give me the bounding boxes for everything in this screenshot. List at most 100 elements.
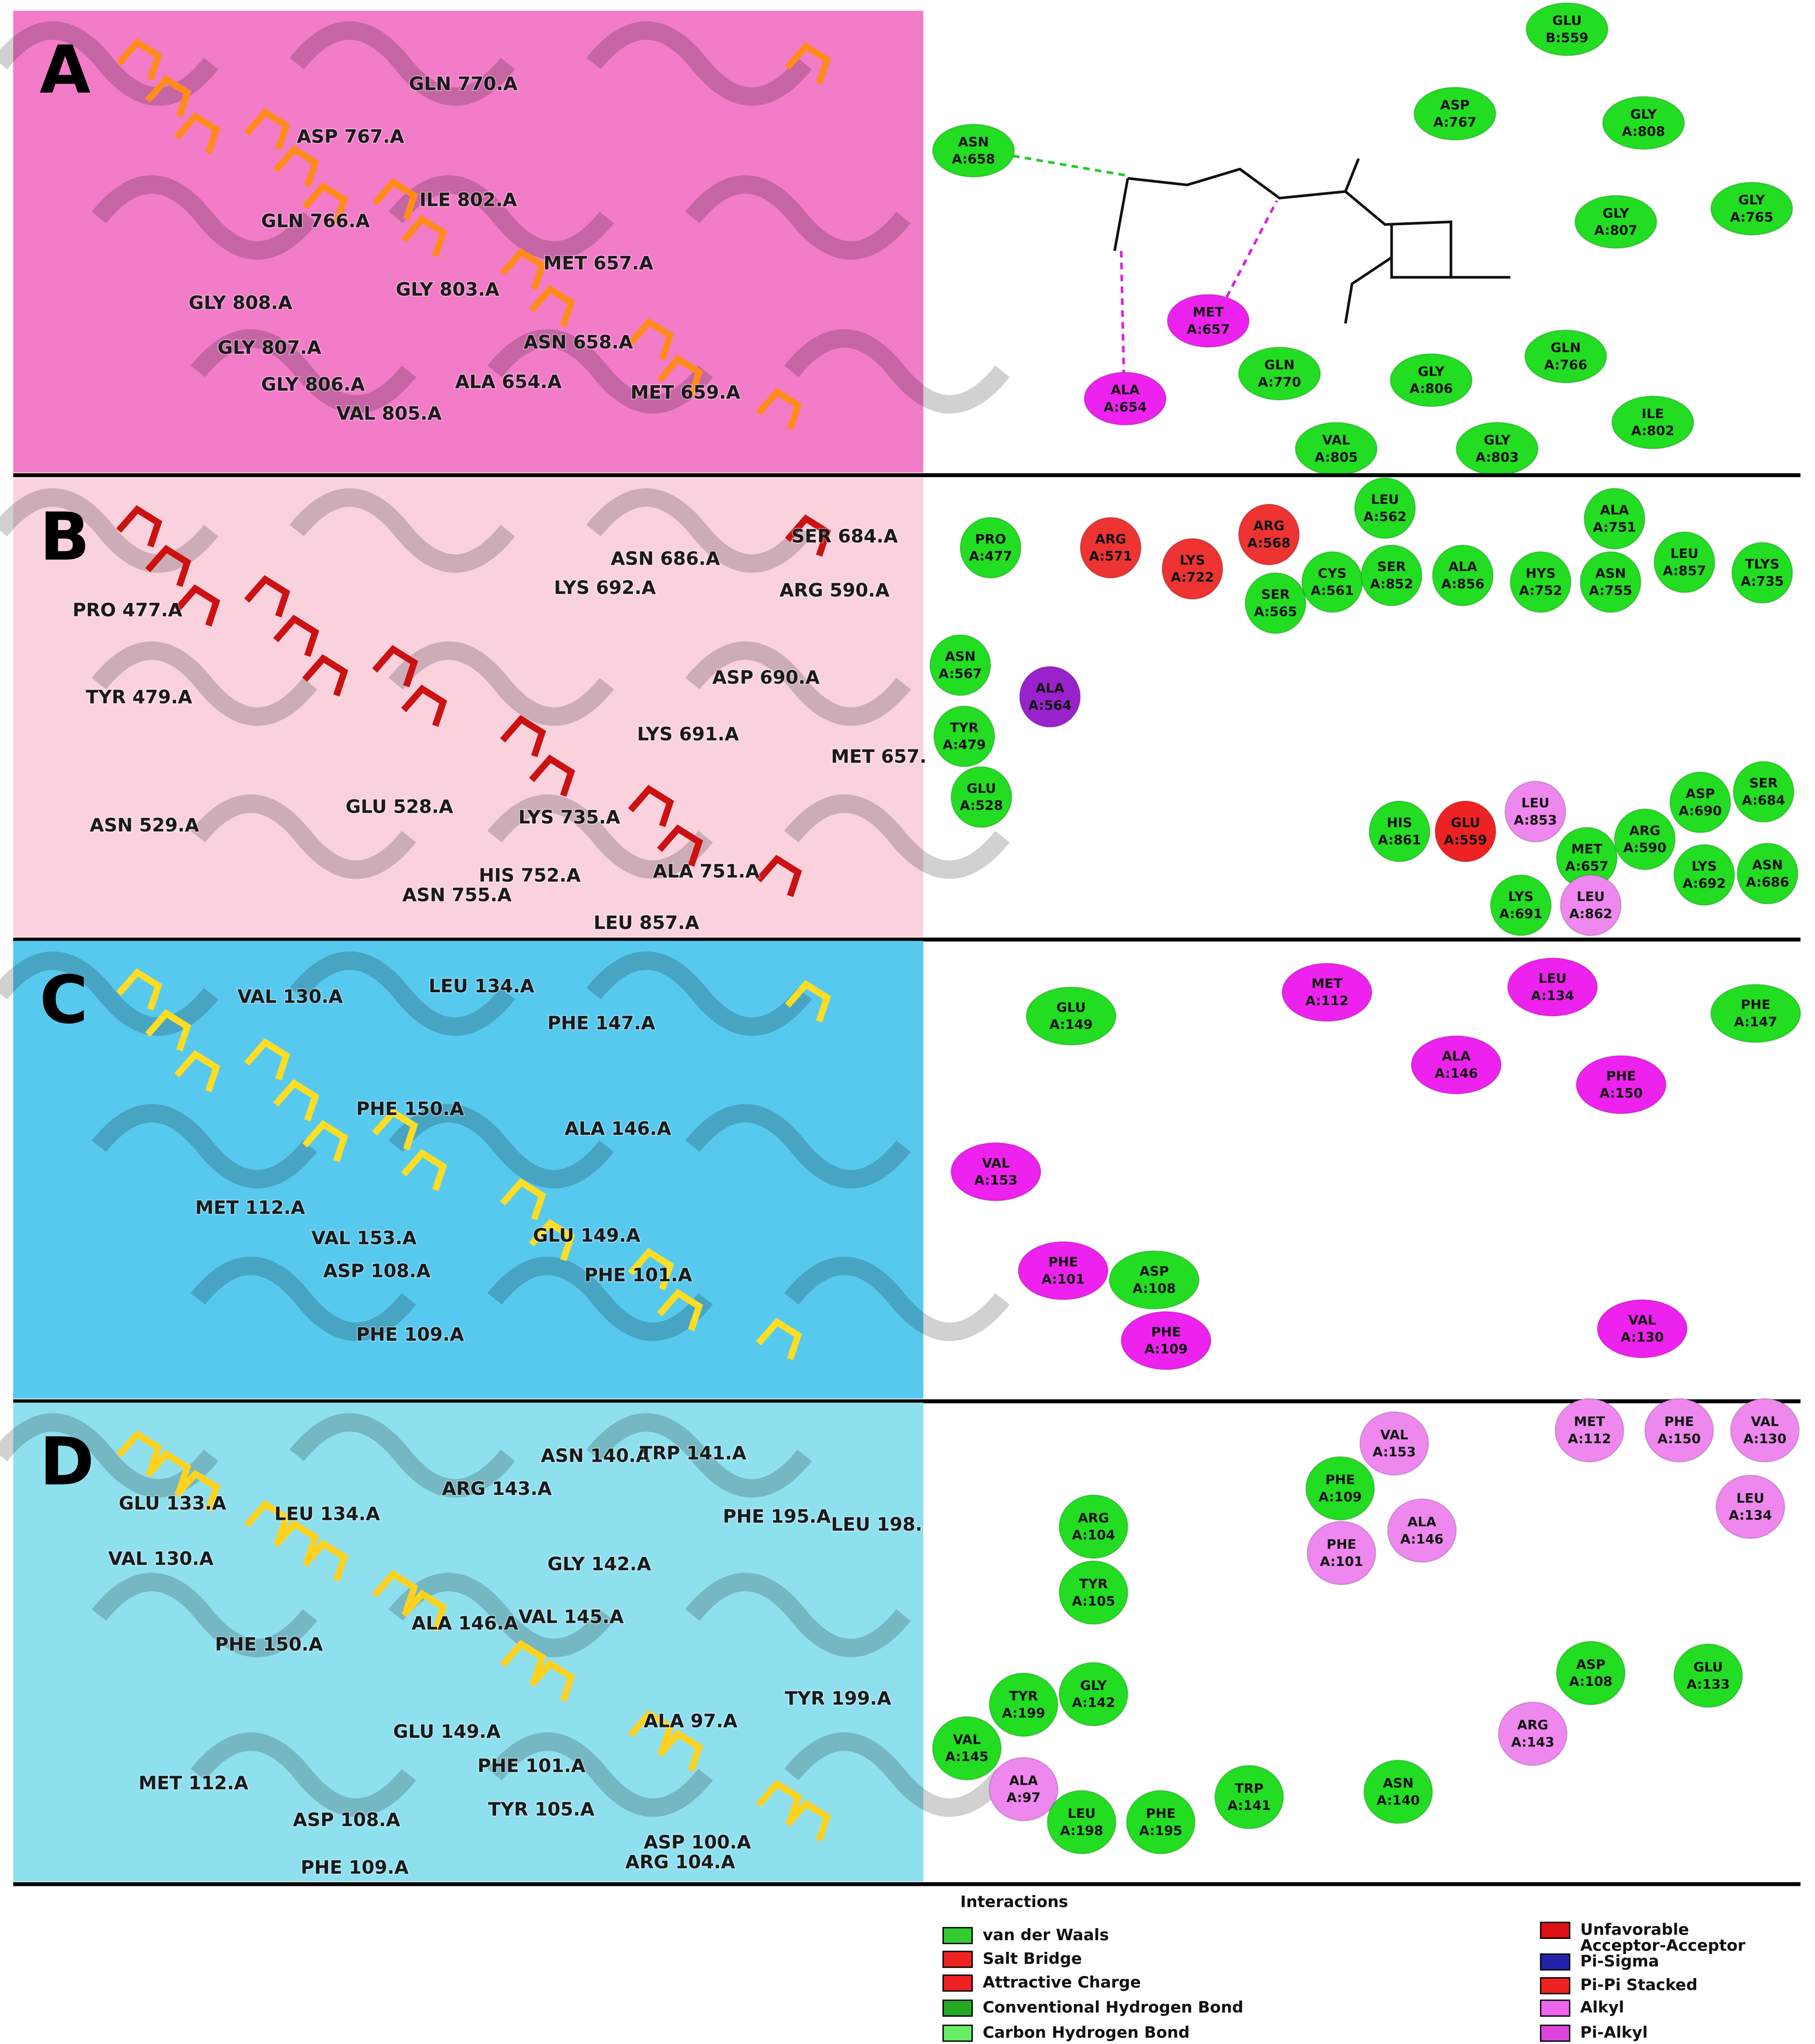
- residue-bubble: [959, 516, 1022, 579]
- residue-id: A:146: [1435, 1066, 1478, 1081]
- side-chain: [657, 1729, 703, 1772]
- residue-name: ASN: [945, 649, 975, 665]
- residue-label: MET 657.A: [543, 252, 653, 274]
- panel-letter: A: [40, 32, 91, 109]
- legend-swatch: [1540, 1977, 1570, 1994]
- residue-id: A:770: [1258, 375, 1301, 390]
- residue-name: TLYS: [1745, 557, 1780, 572]
- legend-swatch: [942, 1974, 973, 1992]
- ribbon: [586, 21, 812, 106]
- residue-name: TRP: [1235, 1781, 1263, 1796]
- residue-bubble: [1597, 1299, 1688, 1359]
- residue-bubble: [1673, 844, 1735, 906]
- residue-bubble: [1083, 371, 1167, 426]
- side-chain: [372, 178, 419, 221]
- side-chain: [756, 1317, 802, 1361]
- residue-id: A:567: [939, 666, 982, 681]
- residue-label: PHE 109.A: [356, 1324, 464, 1345]
- side-chain: [785, 42, 831, 84]
- residue-id: A:807: [1594, 223, 1637, 238]
- residue-bubble: [932, 1716, 1002, 1781]
- side-chain: [244, 1500, 290, 1542]
- residue-label: TYR 479.A: [86, 687, 192, 708]
- residue-id: A:658: [952, 152, 995, 167]
- ribbon: [388, 1573, 614, 1657]
- residue-id: A:130: [1620, 1330, 1663, 1345]
- residue-label: PHE 147.A: [547, 1013, 655, 1034]
- residue-name: GLU: [1451, 815, 1480, 830]
- legend-label: Unfavorable: [1580, 1920, 1689, 1939]
- residue-name: MET: [1571, 842, 1602, 857]
- residue-label: GLN 770.A: [409, 73, 518, 95]
- side-chain: [145, 1450, 192, 1492]
- residue-label: ASN 755.A: [402, 885, 512, 906]
- residue-name: TYR: [950, 721, 979, 736]
- residue-label: GLU 149.A: [533, 1225, 641, 1246]
- residue-label: ASP 690.A: [712, 667, 819, 688]
- residue-label: PHE 150.A: [215, 1634, 323, 1656]
- residue-bubble: [932, 123, 1015, 178]
- ribbon: [784, 1732, 1010, 1817]
- side-chain: [145, 1009, 192, 1052]
- residue-id: A:802: [1631, 424, 1674, 439]
- residue-label: MET 657.: [831, 746, 927, 767]
- residue-name: GLN: [1551, 341, 1581, 356]
- residue-label: GLU 133.A: [119, 1493, 226, 1514]
- residue-name: GLU: [967, 781, 996, 796]
- residue-bubble: [1560, 874, 1622, 936]
- residue-name: ALA: [1449, 559, 1477, 575]
- residue-id: A:803: [1476, 450, 1519, 465]
- residue-label: VAL 130.A: [237, 986, 343, 1008]
- residue-id: A:690: [1678, 804, 1722, 819]
- side-chain: [529, 285, 575, 327]
- residue-bubble: [1058, 1662, 1129, 1727]
- residue-id: A:808: [1622, 124, 1665, 139]
- residue-label: VAL 805.A: [336, 403, 442, 425]
- residue-id: A:765: [1730, 210, 1773, 225]
- side-chain: [244, 575, 290, 618]
- residue-label: ARG 143.A: [442, 1478, 552, 1500]
- residue-bubble: [1238, 346, 1321, 401]
- ribbon: [487, 794, 713, 879]
- residue-bubble: [1574, 195, 1657, 249]
- residue-id: A:140: [1377, 1793, 1420, 1808]
- residue-id: A:108: [1132, 1281, 1176, 1296]
- residue-bubble: [1434, 800, 1497, 863]
- ribbon: [685, 1104, 911, 1189]
- residue-bubble: [1080, 516, 1142, 579]
- residue-bubble: [1238, 503, 1300, 566]
- residue-name: VAL: [1380, 1428, 1408, 1443]
- residue-label: LEU 857.A: [593, 912, 699, 934]
- residue-bubble: [1411, 1035, 1502, 1095]
- residue-id: A:141: [1228, 1799, 1271, 1814]
- residue-bubble: [1556, 1640, 1626, 1705]
- residue-id: A:134: [1531, 988, 1574, 1003]
- legend-title: Interactions: [960, 1892, 1068, 1911]
- legend-swatch: [1540, 1953, 1570, 1971]
- legend-swatch: [1540, 1999, 1570, 2017]
- residue-name: ARG: [1078, 1511, 1109, 1526]
- side-chain: [756, 854, 802, 897]
- residue-name: LYS: [1691, 859, 1717, 874]
- residue-name: LYS: [1180, 553, 1205, 568]
- residue-id: A:477: [969, 549, 1012, 564]
- residue-id: A:112: [1568, 1432, 1611, 1447]
- side-chain: [401, 1149, 447, 1191]
- residue-id: A:806: [1409, 382, 1452, 397]
- residue-id: A:150: [1599, 1086, 1642, 1101]
- residue-id: A:562: [1363, 509, 1406, 525]
- residue-id: A:528: [960, 798, 1003, 814]
- residue-id: A:686: [1746, 875, 1789, 890]
- residue-id: A:767: [1433, 115, 1477, 130]
- residue-label: TRP 141.A: [640, 1442, 747, 1464]
- residue-label: ALA 146.A: [412, 1613, 518, 1634]
- residue-label: ARG 104.A: [625, 1851, 735, 1873]
- residue-id: A:852: [1370, 577, 1413, 592]
- side-chain: [500, 715, 546, 758]
- side-chain: [628, 1248, 674, 1290]
- residue-name: LYS: [1508, 889, 1533, 904]
- legend-swatch: [1540, 1922, 1570, 1939]
- residue-bubble: [988, 1757, 1059, 1822]
